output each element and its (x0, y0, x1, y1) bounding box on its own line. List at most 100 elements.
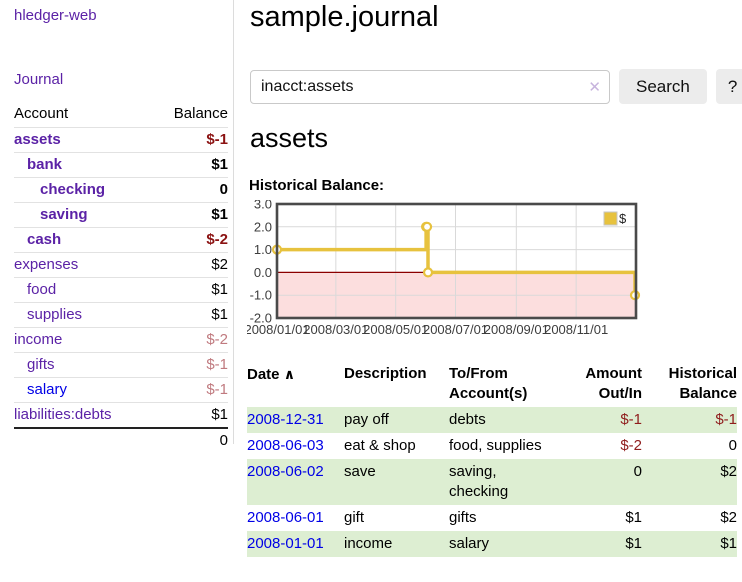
account-link[interactable]: food (27, 281, 57, 298)
transaction-description: save (344, 463, 376, 480)
chart-title: Historical Balance: (249, 177, 385, 194)
accounts-total-row: 0 (14, 427, 228, 453)
register-header-date[interactable]: Date ∧ (247, 366, 296, 383)
accounts-total-balance: 0 (151, 427, 228, 453)
account-link[interactable]: assets (14, 131, 61, 148)
transaction-description: eat & shop (344, 437, 416, 454)
transaction-date-cell: 2008-06-03 (247, 433, 344, 459)
transaction-date-link[interactable]: 2008-06-01 (247, 509, 324, 526)
account-balance: $1 (151, 302, 228, 328)
transaction-row: 2008-06-02 save saving, checking 0 $2 (247, 459, 737, 505)
chart-ytick-label: 3.0 (254, 200, 272, 212)
transaction-date-link[interactable]: 2008-06-02 (247, 463, 324, 480)
register-header-amount: Amount Out/In (585, 365, 642, 402)
chart-xtick-label: 2008/05/01 (363, 322, 428, 337)
chart-ytick-label: 1.0 (254, 242, 272, 257)
transaction-date-link[interactable]: 2008-01-01 (247, 535, 324, 552)
account-row: income $-2 (14, 327, 228, 353)
account-row: gifts $-1 (14, 352, 228, 378)
transaction-amount: $1 (625, 509, 642, 526)
account-row: saving $1 (14, 202, 228, 228)
accounts-total-spacer (14, 427, 152, 453)
help-button[interactable]: ? (715, 69, 742, 104)
account-link[interactable]: salary (27, 381, 68, 398)
transaction-accounts: saving, checking (449, 463, 509, 500)
search-form: ✕ Search ? (250, 69, 742, 104)
transaction-row: 2008-06-03 eat & shop food, supplies $-2 0 (247, 433, 737, 459)
search-input-wrap: ✕ (250, 69, 610, 104)
chart-border (275, 202, 638, 320)
chart-legend-swatch (603, 211, 618, 226)
account-row: liabilities:debts $1 (14, 402, 228, 428)
account-balance: $-1 (151, 377, 228, 403)
register-header-balance: Historical Balance (668, 365, 737, 402)
account-balance: $-1 (151, 352, 228, 378)
account-balance: $1 (151, 402, 228, 428)
transaction-description: gift (344, 509, 365, 526)
transaction-balance: $1 (720, 535, 737, 552)
chart-legend-label: $ (619, 211, 627, 226)
account-heading: assets (250, 123, 329, 153)
chart-ytick-label: -2.0 (250, 311, 272, 326)
account-link[interactable]: liabilities:debts (14, 406, 112, 423)
account-row: cash $-2 (14, 227, 228, 253)
sidebar-divider (233, 0, 234, 444)
account-link[interactable]: checking (40, 181, 106, 198)
account-link[interactable]: bank (27, 156, 63, 173)
register-header-description: Description (344, 365, 427, 382)
account-balance: $2 (151, 252, 228, 278)
page-title: sample.journal (250, 1, 439, 33)
account-row: supplies $1 (14, 302, 228, 328)
clear-search-icon[interactable]: ✕ (588, 78, 601, 96)
account-link[interactable]: saving (40, 206, 88, 223)
transaction-row: 2008-06-01 gift gifts $1 $2 (247, 505, 737, 531)
register-header-accounts: To/From Account(s) (449, 365, 528, 402)
transaction-date-link[interactable]: 2008-12-31 (247, 411, 324, 428)
chart-xtick-label: 2008/07/01 (423, 322, 488, 337)
account-balance: 0 (151, 177, 228, 203)
transaction-date-cell: 2008-12-31 (247, 407, 344, 433)
account-link[interactable]: cash (27, 231, 62, 248)
transaction-balance: $-1 (715, 411, 737, 428)
transaction-amount: $-1 (620, 411, 642, 428)
accounts-header-balance: Balance (173, 105, 228, 122)
account-row: salary $-1 (14, 377, 228, 403)
account-balance: $1 (151, 277, 228, 303)
historical-balance-chart: 3.0 2.0 1.0 0.0 -1.0 -2.0 2008/01/01 2008/03/01… (244, 197, 742, 342)
accounts-tree-table: Account Balance assets $-1 bank $1 checking 0… (14, 101, 228, 453)
transaction-date-cell: 2008-01-01 (247, 531, 344, 557)
chart-canvas: 3.0 2.0 1.0 0.0 -1.0 -2.02008/01/012008/03/01… (244, 197, 641, 337)
account-link[interactable]: income (14, 331, 63, 348)
account-link[interactable]: gifts (27, 356, 55, 373)
transaction-balance: 0 (728, 437, 737, 454)
transaction-amount: $1 (625, 535, 642, 552)
account-balance: $-1 (151, 127, 228, 153)
transaction-row: 2008-12-31 pay off debts $-1 $-1 (247, 407, 737, 433)
search-button[interactable]: Search (619, 69, 707, 104)
transaction-accounts: salary (449, 535, 490, 552)
app-brand-link[interactable]: hledger-web (14, 7, 97, 24)
transaction-date-link[interactable]: 2008-06-03 (247, 437, 324, 454)
chart-xtick-label: 2008/01/01 (247, 322, 310, 337)
account-row: expenses $2 (14, 252, 228, 278)
search-input[interactable] (250, 69, 610, 104)
chart-xtick-label: 2008/11/01 (544, 322, 608, 337)
transaction-date-cell: 2008-06-01 (247, 505, 344, 531)
chart-xtick-label: 2008/09/01 (484, 322, 549, 337)
transaction-accounts: debts (449, 411, 486, 428)
account-row: assets $-1 (14, 127, 228, 153)
transaction-accounts: food, supplies (449, 437, 542, 454)
transaction-amount: 0 (633, 463, 642, 480)
transaction-description: income (344, 535, 393, 552)
register-header-row: Date ∧ Description To/From Account(s) Am… (247, 361, 737, 407)
sort-asc-icon: ∧ (283, 366, 296, 382)
register-table: Date ∧ Description To/From Account(s) Am… (247, 361, 737, 557)
chart-ytick-label: 0.0 (254, 265, 272, 280)
account-balance: $1 (151, 152, 228, 178)
sidebar-item-journal[interactable]: Journal (14, 71, 64, 88)
account-link[interactable]: expenses (14, 256, 79, 273)
transaction-balance: $2 (720, 463, 737, 480)
account-row: bank $1 (14, 152, 228, 178)
account-link[interactable]: supplies (27, 306, 83, 323)
transaction-accounts: gifts (449, 509, 477, 526)
